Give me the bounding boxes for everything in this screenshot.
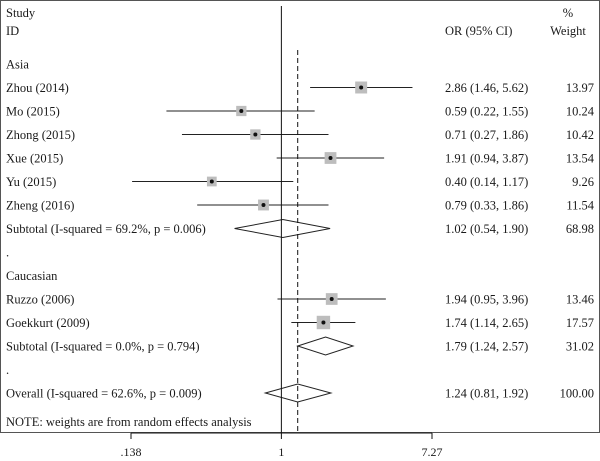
row-label: Yu (2015)	[6, 175, 56, 189]
or-ci-value: 0.59 (0.22, 1.55)	[445, 105, 528, 119]
point-estimate	[253, 132, 258, 137]
x-tick-label: 1	[278, 445, 284, 459]
header-or-label: OR (95% CI)	[445, 24, 512, 38]
row-label: Subtotal (I-squared = 0.0%, p = 0.794)	[6, 340, 200, 354]
row-label: Ruzzo (2006)	[6, 293, 74, 307]
pooled-diamond	[296, 336, 355, 356]
row-label: Zhong (2015)	[6, 128, 75, 142]
or-ci-value: 1.24 (0.81, 1.92)	[445, 387, 528, 401]
header-id-label: ID	[6, 24, 19, 38]
footnote: NOTE: weights are from random effects an…	[6, 415, 252, 429]
forest-row-study: Yu (2015) 0.40 (0.14, 1.17) 9.26	[6, 175, 594, 189]
forest-row-study: Ruzzo (2006) 1.94 (0.95, 3.96) 13.46	[6, 293, 594, 307]
or-ci-value: 0.71 (0.27, 1.86)	[445, 128, 528, 142]
or-ci-value: 1.94 (0.95, 3.96)	[445, 293, 528, 307]
or-ci-value: 1.74 (1.14, 2.65)	[445, 316, 528, 330]
weight-value: 10.24	[566, 105, 595, 119]
weight-value: 9.26	[572, 175, 594, 189]
point-estimate	[321, 320, 326, 325]
plot-frame	[0, 0, 600, 433]
or-ci-value: 1.79 (1.24, 2.57)	[445, 340, 528, 354]
forest-row-subtotal: Subtotal (I-squared = 0.0%, p = 0.794) 1.…	[6, 336, 594, 356]
or-ci-value: 1.91 (0.94, 3.87)	[445, 152, 528, 166]
row-label: Overall (I-squared = 62.6%, p = 0.009)	[6, 387, 202, 401]
point-estimate	[328, 156, 333, 160]
header-study-label: Study	[6, 6, 36, 20]
point-estimate	[261, 203, 266, 207]
weight-value: 17.57	[566, 316, 594, 330]
row-label: Zhou (2014)	[6, 81, 69, 95]
or-ci-value: 1.02 (0.54, 1.90)	[445, 222, 528, 236]
group-label: Asia	[6, 58, 29, 72]
forest-rows: Asia Zhou (2014) 2.86 (1.46, 5.62) 13.97 Mo …	[6, 58, 595, 403]
spacer-dot: .	[6, 363, 9, 377]
pooled-diamond	[234, 218, 331, 239]
point-estimate	[209, 179, 214, 184]
weight-value: 13.97	[566, 81, 594, 95]
spacer-dot: .	[6, 246, 9, 260]
forest-row-group: Asia	[6, 58, 29, 72]
row-label: Goekkurt (2009)	[6, 316, 90, 330]
forest-row-study: Zhou (2014) 2.86 (1.46, 5.62) 13.97	[6, 81, 594, 95]
weight-value: 13.54	[566, 152, 595, 166]
header-percent-label: %	[563, 6, 573, 20]
or-ci-value: 0.40 (0.14, 1.17)	[445, 175, 528, 189]
forest-row-study: Goekkurt (2009) 1.74 (1.14, 2.65) 17.57	[6, 315, 594, 330]
row-label: Xue (2015)	[6, 152, 63, 166]
forest-row-group: Caucasian	[6, 269, 58, 283]
weight-value: 31.02	[566, 340, 594, 354]
forest-row-subtotal: Subtotal (I-squared = 69.2%, p = 0.006) 1…	[6, 218, 594, 239]
forest-row-spacer: .	[6, 246, 9, 260]
forest-row-study: Zhong (2015) 0.71 (0.27, 1.86) 10.42	[6, 128, 594, 142]
point-estimate	[359, 85, 364, 90]
weight-value: 11.54	[566, 199, 594, 213]
weight-value: 13.46	[566, 293, 594, 307]
forest-row-study: Zheng (2016) 0.79 (0.33, 1.86) 11.54	[6, 199, 595, 213]
forest-row-study: Mo (2015) 0.59 (0.22, 1.55) 10.24	[6, 105, 595, 119]
point-estimate	[239, 109, 244, 113]
point-estimate	[329, 297, 334, 301]
row-label: Subtotal (I-squared = 69.2%, p = 0.006)	[6, 222, 206, 236]
header-weight-label: Weight	[550, 24, 586, 38]
group-label: Caucasian	[6, 269, 58, 283]
x-axis: .138 1 7.27	[121, 6, 443, 459]
forest-row-overall: Overall (I-squared = 62.6%, p = 0.009) 1.…	[6, 383, 594, 403]
x-tick-label: .138	[121, 445, 142, 459]
or-ci-value: 2.86 (1.46, 5.62)	[445, 81, 528, 95]
x-tick-label: 7.27	[422, 445, 443, 459]
forest-row-spacer: .	[6, 363, 9, 377]
or-ci-value: 0.79 (0.33, 1.86)	[445, 199, 528, 213]
forest-row-study: Xue (2015) 1.91 (0.94, 3.87) 13.54	[6, 152, 595, 166]
weight-value: 68.98	[566, 222, 594, 236]
weight-value: 10.42	[566, 128, 594, 142]
weight-value: 100.00	[560, 387, 594, 401]
row-label: Mo (2015)	[6, 105, 60, 119]
row-label: Zheng (2016)	[6, 199, 74, 213]
